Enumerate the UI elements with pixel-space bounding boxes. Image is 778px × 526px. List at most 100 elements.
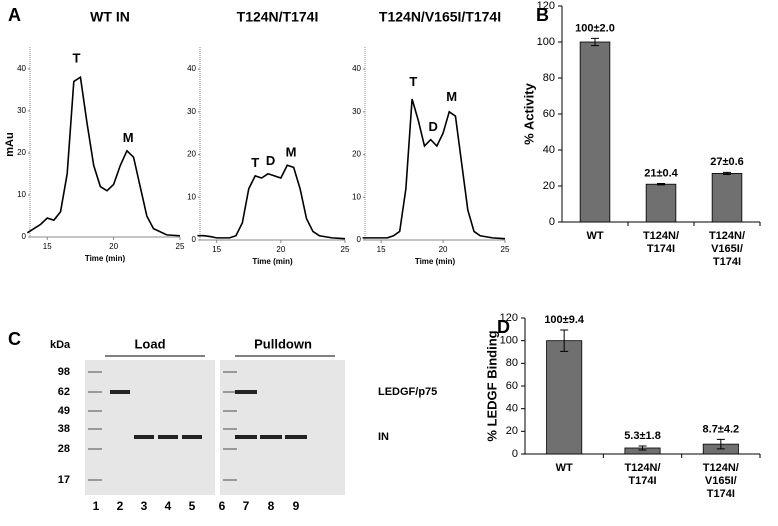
lane-label: 3 [141,499,148,513]
y-tick-label: 20 [506,425,518,437]
error-bar [723,171,731,175]
chart-title: T124N/T174I [237,9,319,25]
y-tick-label: 20 [352,150,361,159]
y-tick-label: 0 [512,448,518,460]
lane-label: 8 [268,499,275,513]
y-tick-label: 120 [537,0,555,12]
y-tick-label: 30 [187,107,196,116]
gel-group: Load [134,336,165,351]
gel-image [220,360,345,495]
marker-label: 17 [58,474,70,486]
value-label: 27±0.6 [710,156,744,168]
lane-label: 1 [93,499,100,513]
x-tick-label: 15 [377,245,386,254]
bar [579,41,611,223]
error-bar [591,37,599,47]
y-tick-label: 30 [352,107,361,116]
lane-label: 7 [243,499,250,513]
x-tick-label: 15 [212,245,221,254]
bar [546,340,583,455]
bar [711,172,743,223]
x-tick-label: 20 [276,245,285,254]
marker-label: 98 [58,366,70,378]
ladder [88,371,237,481]
line-series [197,164,346,240]
x-axis-label: Time (min) [85,254,126,263]
line-series [362,98,506,240]
error-bar [716,438,725,450]
bands [110,390,307,439]
marker-label: 28 [58,443,70,455]
lane-label: 4 [165,499,172,513]
lane-label: 2 [117,499,124,513]
gel-unit: kDa [50,339,71,351]
peak-label: M [446,89,457,104]
x-tick-label: WT [556,462,573,474]
chart-title: T124N/V165I/T174I [379,9,501,25]
y-tick-label: 60 [543,108,555,120]
y-axis-label: % Activity [521,82,536,144]
value-label: 5.3±1.8 [624,430,661,442]
peak-label: D [266,153,275,168]
y-tick-label: 120 [500,312,518,324]
lane-label: 6 [219,499,226,513]
x-tick-label: T174I [628,475,656,487]
x-tick-label: WT [586,230,603,242]
error-bar [638,445,647,451]
y-tick-label: 10 [17,190,26,199]
error-bar [657,182,665,186]
panel-label: A [8,5,21,25]
x-tick-label: T174I [713,256,741,268]
bar [645,183,677,223]
gel-image [85,360,215,495]
y-tick-label: 20 [543,180,555,192]
peak-label: M [123,130,134,145]
value-label: 8.7±4.2 [703,423,740,435]
x-tick-label: T174I [707,488,735,500]
y-tick-label: 0 [357,235,362,244]
chart-title: WT IN [90,9,130,25]
x-tick-label: 25 [501,245,510,254]
x-tick-label: T174I [647,243,675,255]
x-tick-label: T124N/ [643,230,679,242]
y-tick-label: 40 [543,144,555,156]
gel-group: Pulldown [254,336,312,351]
x-tick-label: 15 [43,242,52,251]
peak-label: M [286,145,297,160]
x-tick-label: T124N/ [709,230,745,242]
y-tick-label: 30 [17,106,26,115]
x-tick-label: T124N/ [624,462,660,474]
peak-label: T [72,50,80,65]
value-label: 100±9.4 [544,314,585,326]
y-tick-label: 0 [22,232,27,241]
x-tick-label: 20 [109,242,118,251]
x-axis-label: Time (min) [415,257,456,266]
y-tick-label: 80 [543,72,555,84]
y-tick-label: 40 [506,403,518,415]
peak-label: T [251,155,259,170]
y-tick-label: 80 [506,357,518,369]
marker-label: 49 [58,405,70,417]
lane-label: 5 [189,499,196,513]
x-tick-label: V165I/ [705,475,737,487]
y-tick-label: 40 [17,64,26,73]
y-tick-label: 100 [537,36,555,48]
marker-label: 62 [58,386,70,398]
x-tick-label: 25 [341,245,350,254]
x-tick-label: 25 [176,242,185,251]
band-label: LEDGF/p75 [378,386,437,398]
y-axis-label: mAu [4,132,16,156]
x-axis-label: Time (min) [252,257,293,266]
y-tick-label: 20 [187,150,196,159]
y-tick-label: 20 [17,148,26,157]
x-tick-label: 20 [439,245,448,254]
error-bar [560,329,569,352]
y-tick-label: 0 [549,216,555,228]
y-tick-label: 10 [187,192,196,201]
band-label: IN [378,431,389,443]
y-tick-label: 10 [352,192,361,201]
value-label: 21±0.4 [644,167,678,179]
y-tick-label: 100 [500,335,518,347]
peak-label: T [409,74,417,89]
